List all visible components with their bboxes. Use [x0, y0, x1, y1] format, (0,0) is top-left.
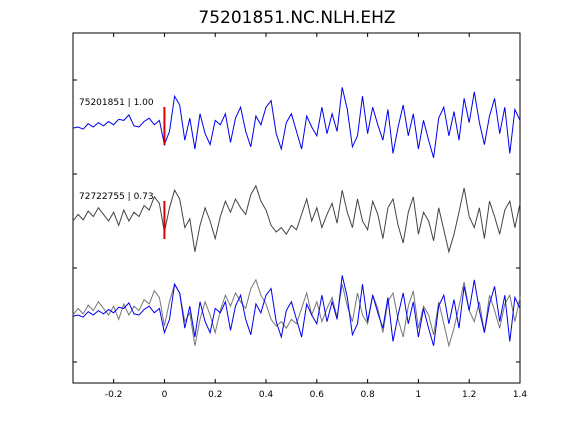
chart-title: 75201851.NC.NLH.EHZ — [198, 8, 395, 28]
overlay-trace-primary — [72, 275, 521, 346]
trace-label-1: 75201851 | 1.00 — [79, 98, 154, 108]
x-tick-label: 0.8 — [360, 390, 375, 400]
x-tick-label: -0.2 — [105, 390, 123, 400]
trace-label-2: 72722755 | 0.73 — [79, 192, 154, 202]
x-tick-label: 0.4 — [259, 390, 274, 400]
waveform-trace-1 — [72, 87, 521, 158]
x-axis: -0.2 0 0.2 0.4 0.6 0.8 1 1.2 1.4 — [105, 33, 528, 400]
x-tick-label: 0.6 — [310, 390, 325, 400]
x-tick-label: 0.2 — [208, 390, 222, 400]
x-tick-label: 1.4 — [513, 390, 528, 400]
x-tick-label: 1.2 — [462, 390, 476, 400]
y-tick-marks — [73, 79, 520, 363]
x-tick-label: 0 — [162, 390, 168, 400]
plot-axes-frame — [72, 32, 521, 384]
x-tick-label: 1 — [416, 390, 422, 400]
overlay-trace-secondary — [72, 278, 521, 348]
waveform-traces — [72, 87, 521, 348]
waveform-trace-2 — [72, 184, 521, 254]
trace-labels: 75201851 | 1.00 72722755 | 0.73 — [79, 98, 154, 202]
